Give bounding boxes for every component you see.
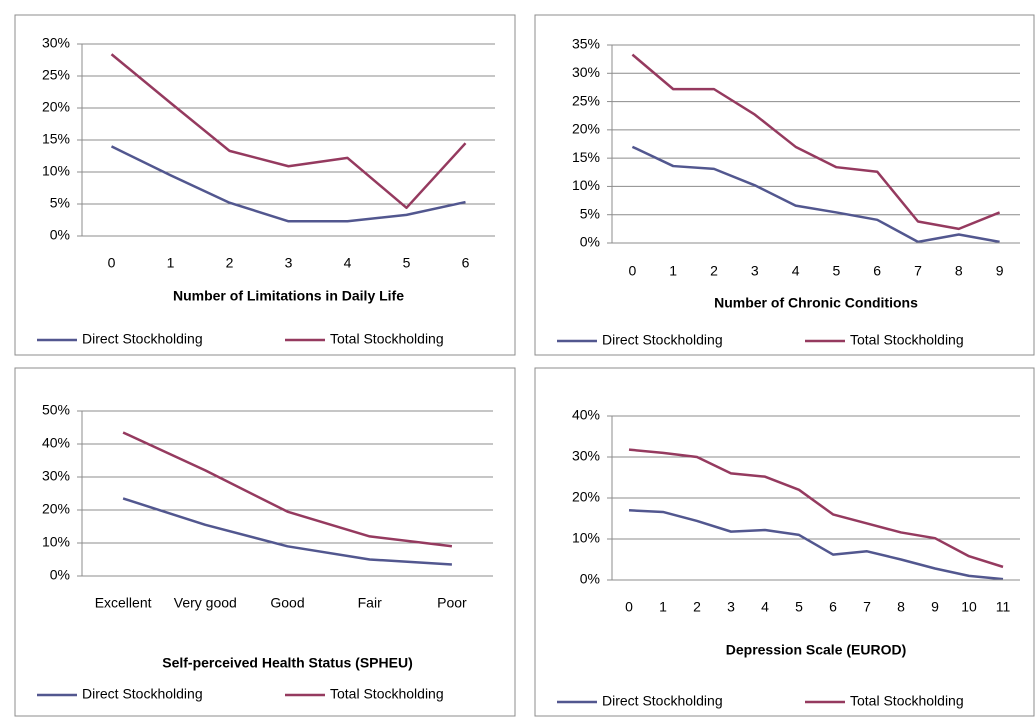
y-tick-label: 0% <box>50 567 70 583</box>
y-tick-label: 20% <box>572 489 600 505</box>
series-line <box>110 145 466 223</box>
y-tick-label: 20% <box>572 121 600 137</box>
y-tick-label: 30% <box>572 64 600 80</box>
x-tick-label: 6 <box>829 599 837 615</box>
x-tick-label: 5 <box>403 255 411 271</box>
x-tick-label: 0 <box>625 599 633 615</box>
chart-panel: 0% 10% 20% 30% 40% 0 1 2 3 4 5 6 7 8 9 10 11 Depression S… <box>534 367 1035 717</box>
x-axis-title: Depression Scale (EUROD) <box>726 642 907 658</box>
series-line <box>122 497 452 566</box>
y-tick-label: 10% <box>42 534 70 550</box>
x-tick-label: 8 <box>955 263 963 279</box>
x-tick-label: 6 <box>462 255 470 271</box>
x-tick-label: 1 <box>659 599 667 615</box>
chart-frame <box>534 14 1035 356</box>
y-tick-label: 25% <box>42 67 70 83</box>
legend-label: Total Stockholding <box>330 686 444 702</box>
y-tick-label: 40% <box>572 407 600 423</box>
x-tick-label: 11 <box>996 599 1011 615</box>
chart-frame <box>14 14 516 356</box>
x-tick-label: 2 <box>693 599 701 615</box>
x-tick-label: 5 <box>795 599 803 615</box>
y-tick-label: 40% <box>42 435 70 451</box>
legend-label: Direct Stockholding <box>602 332 723 348</box>
y-tick-label: 35% <box>572 36 600 52</box>
y-tick-label: 30% <box>572 448 600 464</box>
y-tick-label: 10% <box>42 163 70 179</box>
x-tick-label: 3 <box>285 255 293 271</box>
chart-panel: 0% 5% 10% 15% 20% 25% 30% 35% 0 1 2 3 4 5 6 7 8 9 Number o… <box>534 14 1035 356</box>
y-tick-label: 0% <box>50 227 70 243</box>
series-line <box>631 145 1000 244</box>
chart-panel: 0% 5% 10% 15% 20% 25% 30% 0 1 2 3 4 5 6 Number of Limi… <box>14 14 516 356</box>
x-tick-label: 4 <box>792 263 800 279</box>
y-tick-label: 0% <box>580 571 600 587</box>
series-line <box>628 448 1004 569</box>
series-line <box>122 431 453 548</box>
x-tick-label: 7 <box>914 263 922 279</box>
y-tick-label: 30% <box>42 468 70 484</box>
x-tick-label: 9 <box>996 263 1004 279</box>
legend-label: Direct Stockholding <box>602 693 723 709</box>
x-tick-label: 1 <box>167 255 175 271</box>
x-tick-label: Poor <box>437 595 467 611</box>
x-tick-label: Excellent <box>95 595 152 611</box>
y-tick-label: 30% <box>42 35 70 51</box>
x-axis-title: Number of Limitations in Daily Life <box>173 288 404 304</box>
y-tick-label: 15% <box>42 131 70 147</box>
x-axis-title: Number of Chronic Conditions <box>714 295 918 311</box>
y-tick-label: 5% <box>50 195 70 211</box>
x-tick-label: Very good <box>174 595 237 611</box>
series-line <box>628 509 1004 581</box>
y-tick-label: 5% <box>580 205 600 221</box>
x-tick-label: 2 <box>226 255 234 271</box>
x-tick-label: 5 <box>833 263 841 279</box>
y-tick-label: 15% <box>572 149 600 165</box>
legend-label: Direct Stockholding <box>82 686 203 702</box>
y-tick-label: 50% <box>42 402 70 418</box>
y-tick-label: 20% <box>42 501 70 517</box>
y-tick-label: 10% <box>572 530 600 546</box>
x-tick-label: 2 <box>710 263 718 279</box>
x-tick-label: 10 <box>961 599 977 615</box>
x-tick-label: 1 <box>669 263 677 279</box>
chart-panel: 0% 10% 20% 30% 40% 50% Excellent Very good Good F… <box>14 367 516 717</box>
y-tick-label: 20% <box>42 99 70 115</box>
series-line <box>110 53 467 210</box>
x-tick-label: 4 <box>344 255 352 271</box>
legend-label: Total Stockholding <box>850 693 964 709</box>
x-tick-label: 7 <box>863 599 871 615</box>
series-line <box>631 53 1001 231</box>
x-tick-label: 9 <box>931 599 939 615</box>
x-tick-label: 0 <box>629 263 637 279</box>
legend-label: Total Stockholding <box>850 332 964 348</box>
legend-label: Total Stockholding <box>330 331 444 347</box>
chart-frame <box>14 367 516 717</box>
x-axis-title: Self-perceived Health Status (SPHEU) <box>162 655 413 671</box>
x-tick-label: 3 <box>751 263 759 279</box>
x-tick-label: 4 <box>761 599 769 615</box>
x-tick-label: 6 <box>873 263 881 279</box>
y-tick-label: 10% <box>572 177 600 193</box>
x-tick-label: Good <box>270 595 304 611</box>
y-tick-label: 0% <box>580 234 600 250</box>
y-tick-label: 25% <box>572 92 600 108</box>
x-tick-label: Fair <box>358 595 382 611</box>
x-tick-label: 0 <box>108 255 116 271</box>
chart-frame <box>534 367 1035 717</box>
legend-label: Direct Stockholding <box>82 331 203 347</box>
x-tick-label: 3 <box>727 599 735 615</box>
x-tick-label: 8 <box>897 599 905 615</box>
